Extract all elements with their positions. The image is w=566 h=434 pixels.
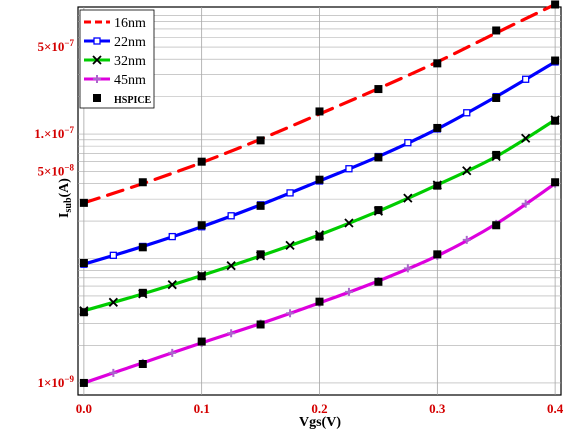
x-tick-label-3: 0.3	[429, 401, 446, 416]
point-45nm-m6	[462, 235, 471, 244]
point-HSPICE-14	[374, 153, 383, 162]
point-HSPICE-17	[551, 56, 560, 65]
y-axis-label-main: I	[57, 213, 72, 218]
x-tick-label-1: 0.1	[194, 401, 210, 416]
legend: 16nm 22nm 32nm 45nm HSPICE	[79, 9, 155, 109]
point-32nm-m3	[285, 240, 295, 250]
point-32nm-m4	[344, 218, 354, 228]
point-22nm-m4	[345, 165, 353, 173]
point-HSPICE-8	[551, 0, 560, 9]
point-45nm-m7	[521, 199, 530, 208]
legend-item-22nm: 22nm	[84, 35, 146, 50]
legend-label-16nm: 16nm	[114, 16, 146, 31]
point-HSPICE-27	[79, 378, 88, 387]
point-32nm-m2	[226, 261, 236, 271]
point-32nm-m6	[462, 166, 472, 176]
x-axis-label: Vgs(V)	[299, 415, 341, 430]
point-45nm-m4	[344, 287, 353, 296]
point-45nm-m1	[168, 348, 177, 357]
point-HSPICE-24	[433, 181, 442, 190]
point-HSPICE-29	[197, 337, 206, 346]
point-HSPICE-1	[138, 178, 147, 187]
point-HSPICE-11	[197, 221, 206, 230]
point-45nm-m5	[403, 264, 412, 273]
point-HSPICE-9	[79, 259, 88, 268]
point-22nm-m0	[109, 251, 117, 259]
point-HSPICE-35	[551, 178, 560, 187]
legend-label-HSPICE: HSPICE	[114, 95, 152, 106]
point-HSPICE-0	[79, 198, 88, 207]
legend-item-32nm: 32nm	[84, 54, 146, 69]
point-HSPICE-3	[256, 136, 265, 145]
series-HSPICE	[79, 0, 560, 387]
point-HSPICE-25	[492, 150, 501, 159]
point-45nm-m2	[227, 329, 236, 338]
y-tick-label-2: 1.×10−7	[34, 125, 74, 141]
point-HSPICE-7	[492, 26, 501, 35]
legend-item-HSPICE: HSPICE	[93, 94, 152, 106]
point-HSPICE-18	[79, 308, 88, 317]
legend-swatch-marker	[93, 75, 101, 83]
point-45nm-m3	[286, 309, 295, 318]
y-tick-label-1: 5×10−8	[37, 163, 74, 179]
series-layer	[79, 0, 560, 387]
y-axis-label-sub: sub	[63, 197, 74, 212]
point-HSPICE-32	[374, 277, 383, 286]
legend-swatch-marker	[93, 94, 101, 102]
legend-item-16nm: 16nm	[84, 16, 146, 31]
point-HSPICE-6	[433, 59, 442, 68]
point-HSPICE-23	[374, 206, 383, 215]
legend-label-45nm: 45nm	[114, 73, 146, 88]
point-HSPICE-28	[138, 359, 147, 368]
point-HSPICE-34	[492, 221, 501, 230]
y-axis-label-unit: (A)	[57, 178, 72, 198]
point-22nm-m6	[463, 109, 471, 117]
y-tick-label-0: 1×10−9	[37, 374, 74, 390]
grid	[78, 7, 561, 395]
point-HSPICE-19	[138, 288, 147, 297]
point-22nm-m3	[286, 189, 294, 197]
point-45nm-m0	[109, 368, 118, 377]
legend-swatch-marker	[93, 37, 101, 45]
point-22nm-m2	[227, 212, 235, 220]
point-HSPICE-15	[433, 123, 442, 132]
y-tick-label-3: 5×10−7	[37, 38, 74, 54]
point-HSPICE-2	[197, 157, 206, 166]
point-HSPICE-5	[374, 85, 383, 94]
legend-label-32nm: 32nm	[114, 54, 146, 69]
point-HSPICE-20	[197, 272, 206, 281]
point-HSPICE-13	[315, 175, 324, 184]
point-HSPICE-30	[256, 320, 265, 329]
point-HSPICE-26	[551, 116, 560, 125]
point-32nm-m7	[521, 133, 531, 143]
point-22nm-m1	[168, 232, 176, 241]
legend-item-45nm: 45nm	[84, 73, 146, 88]
ticks: 0.0 0.1 0.2 0.3 0.4 1×10−9 5×10−8 1.×10−7 5×10−7	[34, 38, 564, 416]
y-axis-label: Isub(A)	[57, 178, 74, 218]
point-32nm-m0	[108, 297, 118, 307]
legend-label-22nm: 22nm	[114, 35, 146, 50]
x-tick-label-4: 0.4	[547, 401, 564, 416]
point-HSPICE-16	[492, 93, 501, 102]
point-HSPICE-4	[315, 107, 324, 116]
x-tick-label-2: 0.2	[311, 401, 327, 416]
x-tick-label-0: 0.0	[76, 401, 92, 416]
point-HSPICE-21	[256, 250, 265, 259]
point-22nm-m5	[404, 139, 412, 147]
point-22nm-m7	[522, 75, 530, 83]
point-32nm-m1	[167, 280, 177, 290]
point-HSPICE-12	[256, 201, 265, 210]
point-HSPICE-33	[433, 250, 442, 259]
point-32nm-m5	[403, 193, 413, 203]
point-HSPICE-31	[315, 297, 324, 306]
point-HSPICE-22	[315, 232, 324, 241]
legend-swatch-marker	[92, 55, 102, 65]
point-HSPICE-10	[138, 243, 147, 252]
